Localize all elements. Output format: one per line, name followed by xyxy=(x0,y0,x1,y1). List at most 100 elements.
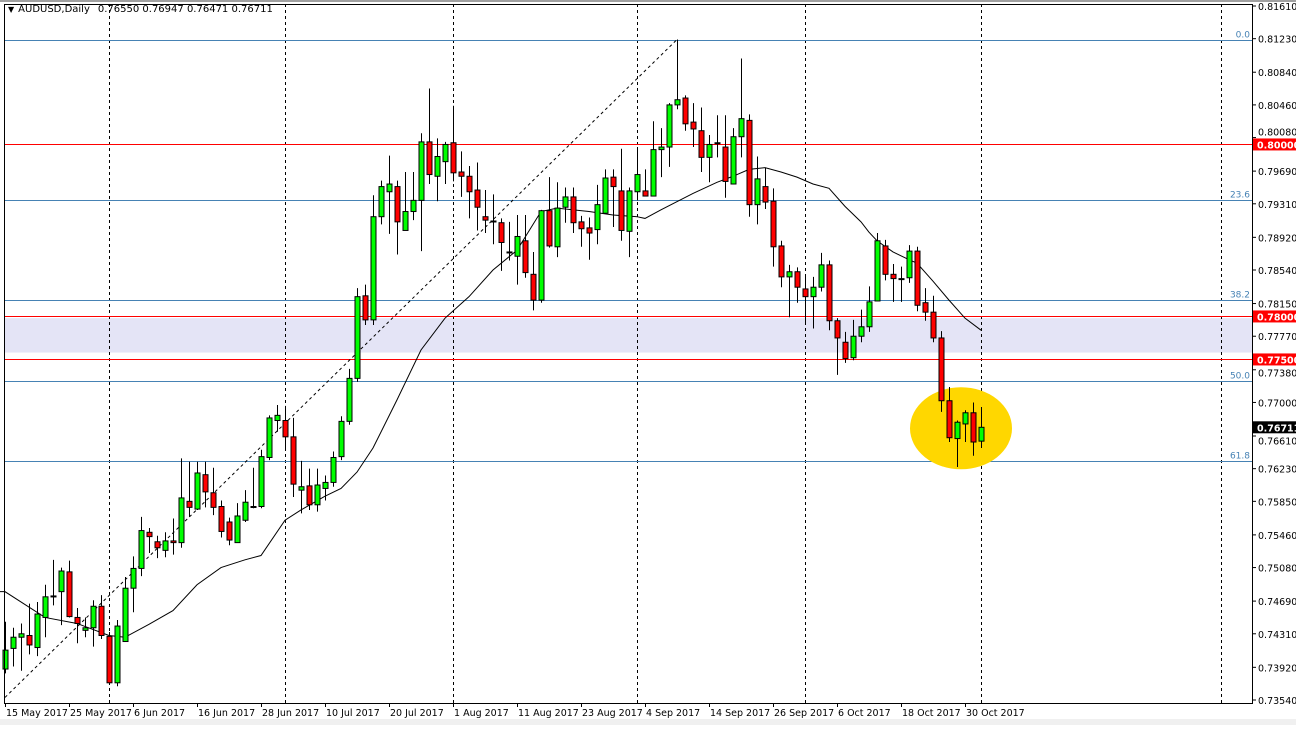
y-tick-label: 0.79310 xyxy=(1258,200,1296,211)
bull-candle xyxy=(866,301,873,328)
bull-candle xyxy=(626,190,633,232)
bear-candle xyxy=(146,531,153,538)
x-tick-label: 26 Sep 2017 xyxy=(774,708,834,719)
bear-candle xyxy=(922,302,929,313)
bear-candle xyxy=(610,176,617,188)
y-tick-label: 0.81230 xyxy=(1258,35,1296,46)
y-tick-label: 0.73920 xyxy=(1258,663,1296,674)
triangle-down-icon[interactable]: ▼ xyxy=(8,5,15,14)
price-tag xyxy=(1253,353,1296,366)
bull-candle xyxy=(378,186,385,218)
x-tick-label: 30 Oct 2017 xyxy=(966,708,1025,719)
y-tick-label: 0.76230 xyxy=(1258,465,1296,476)
bear-candle xyxy=(802,288,809,298)
bull-candle xyxy=(906,250,913,279)
support-zone xyxy=(4,318,1252,353)
bull-candle xyxy=(858,326,865,337)
y-tick-label: 0.74690 xyxy=(1258,597,1296,608)
y-tick-label: 0.77000 xyxy=(1258,398,1296,409)
bear-candle xyxy=(930,311,937,339)
ohlc-readout: 0.76550 0.76947 0.76471 0.76711 xyxy=(97,4,273,15)
y-tick-label: 0.78150 xyxy=(1258,299,1296,310)
bear-candle xyxy=(474,189,481,208)
y-tick-label: 0.81610 xyxy=(1258,2,1296,13)
bull-candle xyxy=(442,143,449,163)
bull-candle xyxy=(114,625,121,684)
bear-candle xyxy=(642,190,649,197)
bear-candle xyxy=(226,521,233,541)
x-tick-label: 16 Jun 2017 xyxy=(198,708,255,719)
bull-candle xyxy=(42,596,49,618)
bear-candle xyxy=(938,337,945,402)
bear-candle xyxy=(522,240,529,274)
bull-candle xyxy=(338,420,345,458)
bear-candle xyxy=(106,635,113,684)
fib-level-label: 61.8 xyxy=(1230,452,1250,462)
x-tick-label: 14 Sep 2017 xyxy=(710,708,770,719)
bull-candle xyxy=(242,501,249,521)
bull-candle xyxy=(122,587,129,643)
bull-candle xyxy=(954,421,961,440)
bull-candle xyxy=(250,506,257,509)
bull-candle xyxy=(130,567,137,589)
bear-candle xyxy=(66,571,73,618)
y-tick-label: 0.75460 xyxy=(1258,531,1296,542)
bull-candle xyxy=(90,605,97,629)
bull-candle xyxy=(554,207,561,248)
x-tick-label: 11 Aug 2017 xyxy=(518,708,579,719)
bear-candle xyxy=(778,245,785,278)
bull-candle xyxy=(754,178,761,206)
bull-candle xyxy=(258,456,265,508)
y-tick-label: 0.78540 xyxy=(1258,266,1296,277)
y-tick-label: 0.79690 xyxy=(1258,167,1296,178)
bear-candle xyxy=(890,273,897,280)
fib-level-label: 50.0 xyxy=(1230,372,1250,382)
bear-candle xyxy=(842,341,849,360)
bull-candle xyxy=(674,99,681,106)
x-tick-label: 28 Jun 2017 xyxy=(262,708,319,719)
bear-candle xyxy=(362,295,369,321)
bear-candle xyxy=(210,492,217,508)
fib-level-label: 23.6 xyxy=(1230,191,1250,201)
price-tag-label: 0.77500 xyxy=(1257,355,1296,366)
bull-candle xyxy=(58,570,65,593)
bear-candle xyxy=(770,200,777,248)
x-tick-label: 20 Jul 2017 xyxy=(390,708,444,719)
plot-border xyxy=(4,4,1253,704)
symbol-label: AUDUSD,Daily xyxy=(18,4,90,15)
price-tag xyxy=(1253,310,1296,323)
y-tick-label: 0.75850 xyxy=(1258,497,1296,508)
bull-candle xyxy=(10,636,17,649)
y-tick-label: 0.74310 xyxy=(1258,630,1296,641)
bull-candle xyxy=(874,240,881,302)
x-tick-label: 1 Aug 2017 xyxy=(454,708,509,719)
bull-candle xyxy=(738,118,745,138)
bull-candle xyxy=(898,278,905,281)
y-tick-label: 0.80460 xyxy=(1258,101,1296,112)
bull-candle xyxy=(514,235,521,257)
bull-candle xyxy=(650,149,657,197)
bear-candle xyxy=(578,221,585,230)
window-bottom-strip xyxy=(0,719,1296,725)
bull-candle xyxy=(330,456,337,483)
bear-candle xyxy=(570,196,577,224)
bull-candle xyxy=(234,515,241,544)
price-tag-label: 0.78000 xyxy=(1257,312,1296,323)
bull-candle xyxy=(706,143,713,158)
chart-header: ▼ AUDUSD,Daily 0.76550 0.76947 0.76471 0… xyxy=(8,4,273,15)
x-tick-label: 15 May 2017 xyxy=(6,708,68,719)
window-top-border xyxy=(0,0,1296,2)
bull-candle xyxy=(978,426,985,442)
bear-candle xyxy=(98,605,105,637)
bull-candle xyxy=(434,155,441,177)
y-tick-label: 0.78920 xyxy=(1258,233,1296,244)
bear-candle xyxy=(450,142,457,174)
bear-candle xyxy=(154,541,161,549)
bull-candle xyxy=(666,104,673,148)
bear-candle xyxy=(482,216,489,221)
bull-candle xyxy=(18,633,25,638)
last-price-label: 0.76711 xyxy=(1257,423,1296,434)
bear-candle xyxy=(690,121,697,130)
